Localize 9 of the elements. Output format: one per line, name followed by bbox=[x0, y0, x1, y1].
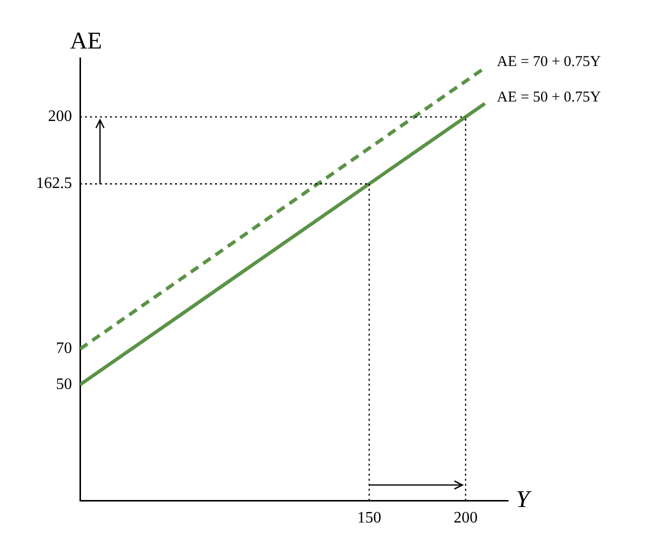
y-tick-label: 200 bbox=[48, 108, 72, 126]
y-tick-label: 162.5 bbox=[36, 175, 72, 192]
series-label: AE = 50 + 0.75Y bbox=[496, 89, 602, 106]
x-axis-title: Y bbox=[516, 487, 532, 514]
x-tick-label: 150 bbox=[357, 510, 382, 527]
y-tick-label: 50 bbox=[56, 376, 72, 393]
series-label: AE = 70 + 0.75Y bbox=[496, 54, 602, 70]
y-axis-title: AE bbox=[70, 28, 102, 54]
y-tick-label: 70 bbox=[56, 340, 72, 358]
